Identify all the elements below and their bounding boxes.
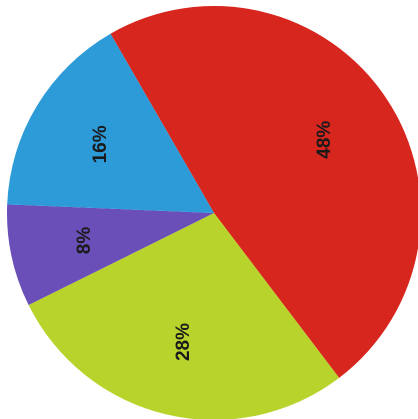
pie-slice	[7, 33, 215, 214]
pie-slices	[6, 6, 418, 419]
pie-slice	[110, 6, 418, 378]
slice-label: 16%	[90, 125, 111, 163]
pie-slice	[6, 204, 215, 306]
slice-label: 8%	[74, 227, 95, 255]
pie-labels: 48% 28% 8% 16%	[74, 121, 335, 361]
slice-label: 28%	[173, 323, 194, 361]
pie-slice	[28, 213, 340, 419]
slice-label: 48%	[314, 121, 335, 159]
